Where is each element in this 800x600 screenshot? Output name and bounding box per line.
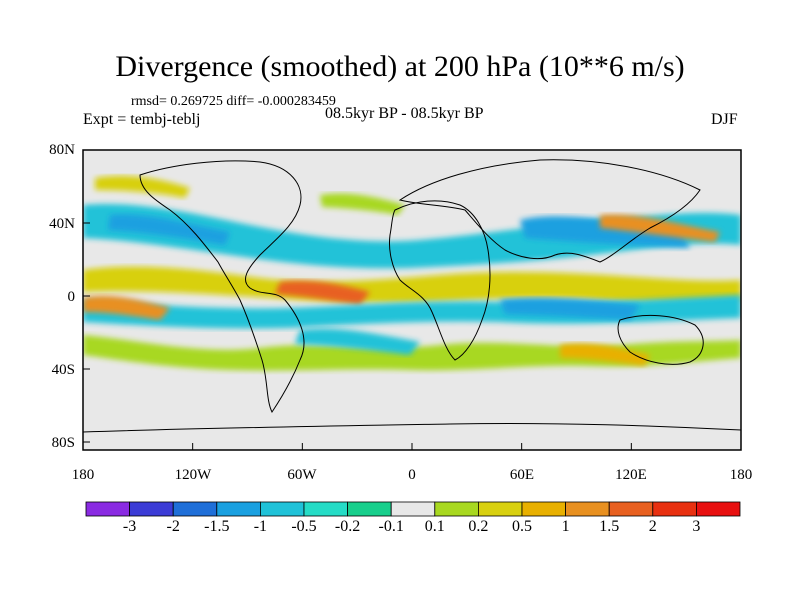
- colorbar-label: 1: [561, 518, 570, 535]
- colorbar-label: 0.5: [512, 518, 532, 535]
- lat-label-80n: 80N: [49, 142, 75, 158]
- colorbar-swatch: [303, 501, 348, 517]
- colorbar-swatch: [172, 501, 218, 517]
- colorbar-label: -1: [253, 518, 268, 535]
- experiment-label: Expt = tembj-teblj: [83, 111, 201, 128]
- colorbar-label: -0.1: [378, 518, 404, 535]
- lon-label-60w: 60W: [287, 467, 317, 483]
- band-asia-orange: [600, 214, 720, 242]
- colorbar-swatch: [216, 501, 261, 517]
- colorbar-swatch: [652, 501, 697, 517]
- lon-label-120e: 120E: [615, 467, 647, 483]
- band-south-cyan: [295, 328, 420, 355]
- colorbar-label: 3: [692, 518, 701, 535]
- lon-label-180e: 180: [729, 467, 753, 483]
- colorbar-label: 0.1: [424, 518, 445, 535]
- colorbar: [85, 501, 741, 517]
- lat-label-40s: 40S: [51, 362, 75, 378]
- lon-label-0: 0: [408, 467, 416, 483]
- colorbar-swatch: [696, 501, 741, 517]
- colorbar-label: -0.2: [334, 518, 361, 535]
- pacific-orange: [83, 295, 170, 320]
- lat-label-40n: 40N: [49, 216, 75, 232]
- colorbar-swatch: [129, 501, 174, 517]
- colorbar-swatch: [477, 501, 523, 517]
- chart-title: Divergence (smoothed) at 200 hPa (10**6 …: [115, 50, 685, 83]
- band-asia-blue: [520, 216, 690, 248]
- colorbar-swatch: [85, 501, 130, 517]
- eurasia-coastline: [398, 159, 701, 263]
- antarctica-coastline: [83, 422, 741, 433]
- lat-label-0: 0: [67, 289, 76, 305]
- period-label: 08.5kyr BP - 08.5kyr BP: [325, 105, 484, 122]
- colorbar-label: -3: [122, 518, 137, 535]
- colorbar-swatch: [259, 501, 305, 517]
- colorbar-swatch: [390, 501, 436, 517]
- colorbar-swatch: [608, 501, 654, 517]
- colorbar-label: -1.5: [204, 518, 230, 535]
- colorbar-swatch: [434, 501, 479, 517]
- lon-label-180w: 180: [71, 467, 95, 483]
- lat-label-80s: 80S: [51, 435, 75, 451]
- patch-north-yellow: [95, 175, 190, 198]
- colorbar-swatch: [521, 501, 566, 517]
- americas-coastline: [139, 160, 305, 413]
- divergence-field: [83, 175, 741, 371]
- colorbar-label: 0.2: [468, 518, 489, 535]
- band-north-blue: [108, 214, 230, 245]
- australia-coastline: [617, 315, 704, 365]
- colorbar-label: 1.5: [599, 518, 620, 535]
- lon-label-60e: 60E: [509, 467, 535, 483]
- band-indopacific-blue: [500, 297, 640, 320]
- band-tropics-yellow: [83, 266, 741, 303]
- colorbar-label: 2: [648, 518, 657, 535]
- band-south-orange: [560, 343, 650, 366]
- stats-text: rmsd= 0.269725 diff= -0.000283459: [131, 94, 336, 109]
- colorbar-swatch: [565, 501, 610, 517]
- axis-ticks: [82, 149, 742, 450]
- coastlines: [83, 159, 741, 433]
- season-label: DJF: [711, 111, 738, 128]
- lon-label-120w: 120W: [174, 467, 212, 483]
- colorbar-label: -0.5: [291, 518, 317, 535]
- tropics-red-spot: [275, 280, 370, 305]
- africa-coastline: [389, 200, 491, 361]
- band-north-cyan: [83, 204, 741, 269]
- colorbar-label: -2: [166, 518, 180, 535]
- band-south-green: [83, 335, 741, 371]
- colorbar-swatch: [347, 501, 392, 517]
- patch-atlantic-green: [320, 193, 405, 215]
